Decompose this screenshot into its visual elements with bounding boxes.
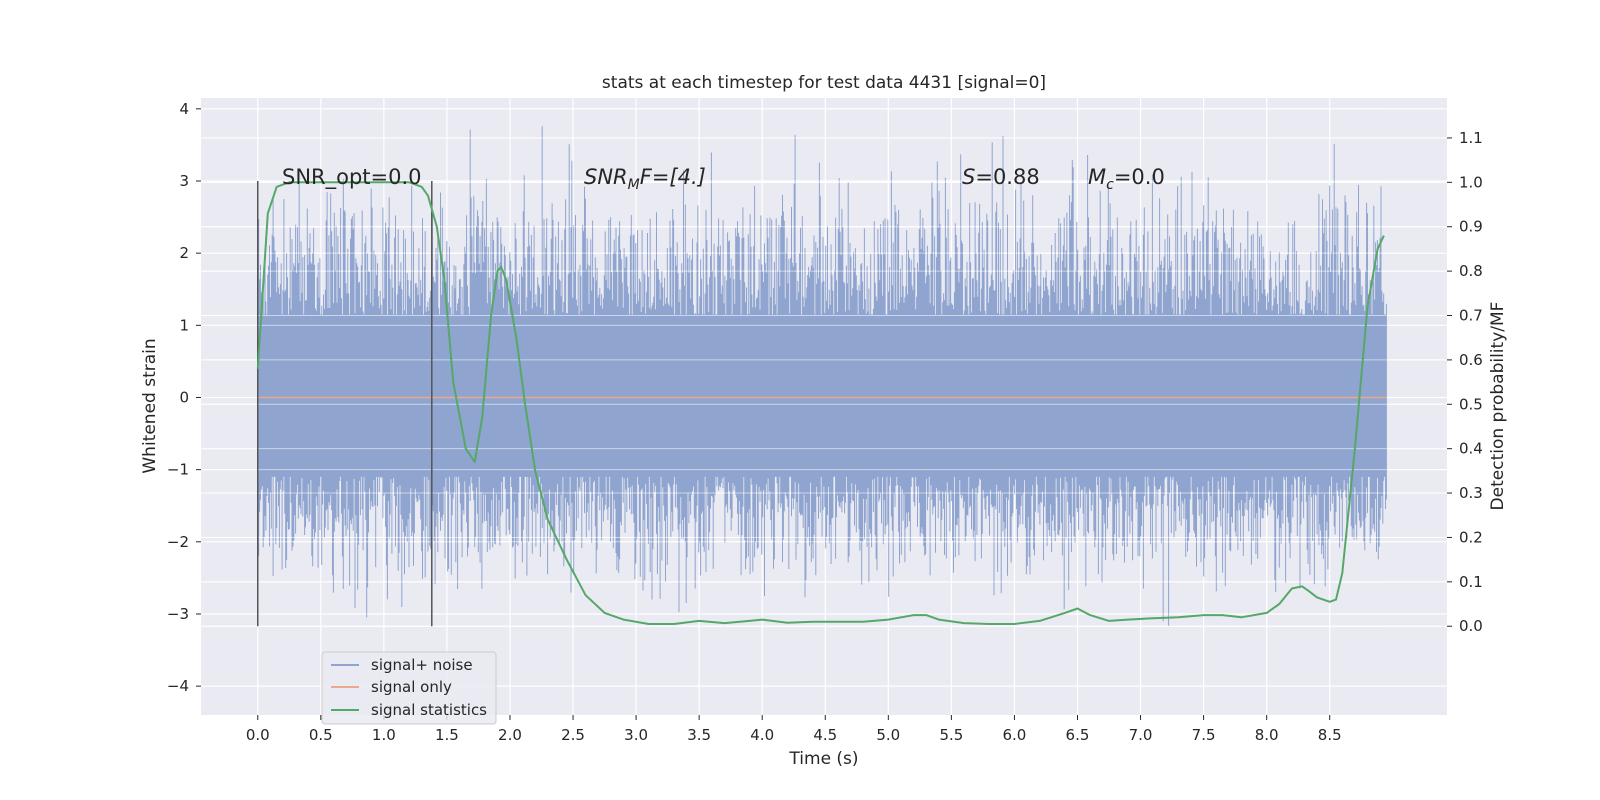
right-y-tick-label: 0.7 (1459, 307, 1483, 325)
right-axis-ticks: 1.1 1.0 0.9 0.8 0.7 0.6 0.5 0.4 0.3 0.2 0.1 0.0 (1447, 129, 1483, 635)
right-y-tick-label: 0.8 (1459, 262, 1483, 280)
x-tick-label: 1.5 (435, 726, 459, 744)
annotation-snr-mf-symbol: SNR (584, 165, 628, 189)
x-tick-label: 6.5 (1066, 726, 1090, 744)
x-tick-label: 2.0 (498, 726, 522, 744)
x-tick-label: 5.5 (939, 726, 963, 744)
annotation-snr-mf-subscript: M (628, 177, 640, 193)
annotation-s-value: =0.88 (975, 165, 1039, 189)
right-y-tick-label: 0.4 (1459, 440, 1483, 458)
x-tick-label: 0.0 (246, 726, 270, 744)
left-axis-ticks: 4 3 2 1 0 −1 −2 −3 −4 (167, 100, 201, 695)
left-y-tick-label: −3 (167, 605, 189, 623)
annotation-mc-subscript: c (1106, 177, 1114, 193)
left-y-tick-label: −1 (167, 461, 189, 479)
right-y-tick-label: 0.3 (1459, 484, 1483, 502)
annotation-s: S=0.88 (962, 165, 1040, 189)
chart-title: stats at each timestep for test data 443… (602, 73, 1046, 93)
annotation-s-symbol: S (962, 165, 975, 189)
legend: signal+ noise signal only signal statist… (321, 651, 497, 725)
annotation-snr-mf-value: F=[4.] (640, 165, 706, 189)
x-axis-ticks: 0.0 0.5 1.0 1.5 2.0 2.5 3.0 3.5 4.0 4.5 5.0 5.5 6.0 6… (246, 715, 1342, 744)
x-tick-label: 6.0 (1003, 726, 1027, 744)
legend-label-signal-noise: signal+ noise (371, 656, 473, 674)
right-y-tick-label: 1.1 (1459, 129, 1483, 147)
x-tick-label: 7.0 (1129, 726, 1153, 744)
annotation-mc-value: =0.0 (1114, 165, 1165, 189)
left-y-tick-label: 2 (179, 244, 189, 262)
x-tick-label: 8.0 (1255, 726, 1279, 744)
annotation-mc-symbol: M (1088, 165, 1106, 189)
x-tick-label: 3.0 (624, 726, 648, 744)
annotation-mc: Mc=0.0 (1088, 165, 1165, 193)
left-y-tick-label: −2 (167, 533, 189, 551)
right-y-tick-label: 0.0 (1459, 617, 1483, 635)
x-tick-label: 3.5 (687, 726, 711, 744)
left-y-tick-label: 0 (179, 388, 189, 406)
right-y-tick-label: 0.2 (1459, 528, 1483, 546)
left-y-tick-label: −4 (167, 677, 189, 695)
left-y-tick-label: 1 (179, 316, 189, 334)
signal-statistics-line (256, 181, 1385, 625)
x-tick-label: 4.0 (750, 726, 774, 744)
vertical-markers (257, 180, 433, 627)
x-tick-label: 8.5 (1318, 726, 1342, 744)
x-tick-label: 5.0 (876, 726, 900, 744)
right-y-tick-label: 1.0 (1459, 173, 1483, 191)
y-axis-label-left: Whitened strain (140, 338, 160, 473)
x-tick-label: 4.5 (813, 726, 837, 744)
x-tick-label: 2.5 (561, 726, 585, 744)
x-tick-label: 1.0 (372, 726, 396, 744)
x-axis-label: Time (s) (788, 749, 858, 769)
signal-noise-series (257, 108, 1387, 687)
left-y-tick-label: 3 (179, 172, 189, 190)
right-y-tick-label: 0.1 (1459, 573, 1483, 591)
x-tick-label: 0.5 (309, 726, 333, 744)
x-tick-label: 7.5 (1192, 726, 1216, 744)
right-y-tick-label: 0.9 (1459, 218, 1483, 236)
left-y-tick-label: 4 (179, 100, 189, 118)
legend-box (321, 651, 497, 725)
legend-label-signal-statistics: signal statistics (371, 701, 487, 719)
right-y-tick-label: 0.5 (1459, 395, 1483, 413)
annotation-snr-mf: SNRMF=[4.] (584, 165, 706, 193)
y-axis-label-right: Detection probability/MF (1488, 302, 1508, 511)
right-y-tick-label: 0.6 (1459, 351, 1483, 369)
annotation-snr-opt: SNR_opt=0.0 (282, 165, 422, 190)
legend-label-signal-only: signal only (371, 678, 452, 696)
signal-statistics-series (256, 181, 1385, 625)
